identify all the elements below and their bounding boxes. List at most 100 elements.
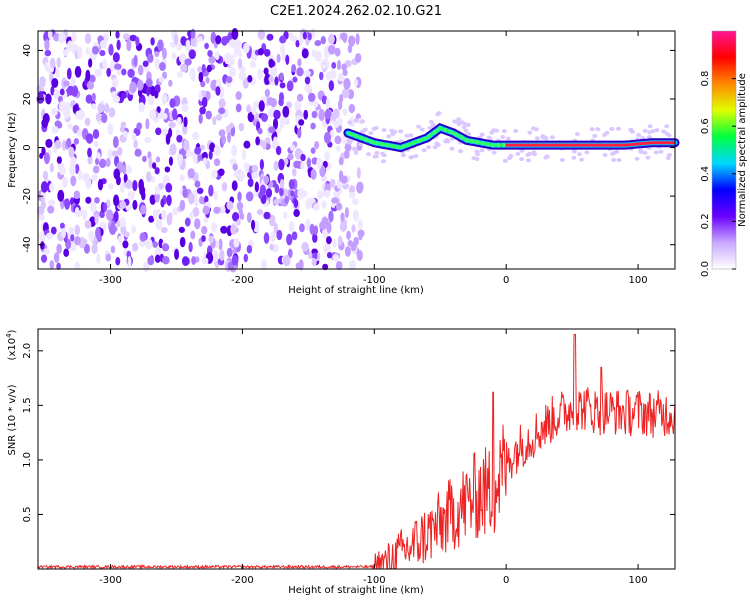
heatmap-cell — [154, 51, 160, 58]
heatmap-cell — [58, 32, 66, 44]
heatmap-cell — [85, 178, 92, 190]
heatmap-cell — [299, 223, 305, 233]
heatmap-cell — [158, 76, 165, 83]
signal-halo — [559, 157, 565, 162]
heatmap-cell — [94, 197, 100, 204]
heatmap-cell — [63, 248, 70, 257]
heatmap-cell — [173, 33, 179, 46]
heatmap-cell — [95, 112, 102, 122]
signal-halo — [413, 154, 419, 159]
signal-halo — [428, 119, 434, 124]
heatmap-cell — [215, 86, 221, 96]
heatmap-cell — [356, 181, 364, 193]
signal-halo — [549, 135, 555, 140]
heatmap-cell — [279, 117, 284, 130]
signal-halo — [543, 155, 549, 160]
heatmap-cell — [74, 236, 81, 246]
heatmap-cell — [323, 242, 331, 255]
signal-point — [474, 140, 480, 145]
heatmap-cell — [174, 248, 180, 260]
signal-point — [432, 129, 438, 135]
heatmap-cell — [190, 35, 197, 47]
heatmap-cell — [70, 77, 76, 87]
signal-halo — [527, 130, 533, 135]
snr-y-label: SNR (10 * v/v) — [7, 384, 18, 455]
heatmap-cell — [226, 131, 232, 143]
heatmap-cell — [145, 118, 150, 130]
heatmap-cell — [344, 149, 350, 159]
heatmap-cell — [127, 256, 132, 268]
heatmap-cell — [90, 103, 97, 110]
heatmap-cell — [169, 143, 177, 156]
heatmap-cell — [180, 36, 187, 46]
heatmap-cell — [291, 231, 298, 241]
heatmap-cell — [66, 138, 72, 148]
heatmap-cell — [142, 60, 149, 67]
heatmap-cell — [178, 226, 185, 233]
heatmap-cell — [324, 151, 330, 161]
signal-halo — [664, 124, 670, 129]
heatmap-cell — [264, 88, 270, 98]
snr-y-tick-label: 1.5 — [22, 397, 33, 413]
heatmap-cell — [160, 198, 165, 208]
snr-y-tick-label: 1.0 — [22, 452, 33, 468]
heatmap-cell — [147, 94, 155, 106]
heatmap-cell — [208, 235, 214, 244]
heatmap-cell — [238, 71, 247, 81]
heatmap-cell — [161, 93, 168, 105]
signal-halo — [646, 135, 652, 140]
signal-halo — [474, 149, 480, 154]
heatmap-cell — [327, 44, 336, 55]
heatmap-cell — [273, 136, 278, 145]
snr-x-tick-label: -300 — [99, 575, 122, 586]
signal-point — [380, 141, 385, 147]
heatmap-cell — [307, 32, 312, 41]
heatmap-cell — [42, 113, 50, 125]
heatmap-cell — [221, 36, 228, 46]
snr-y-ticks: 0.5 1.0 1.5 2.0 — [22, 343, 675, 522]
signal-halo — [602, 153, 608, 158]
heatmap-cell — [181, 256, 190, 267]
heatmap-cell — [56, 262, 61, 271]
heatmap-cell — [104, 102, 110, 114]
heatmap-cell — [294, 99, 302, 112]
heatmap-cell — [263, 175, 270, 185]
heatmap-cell — [283, 211, 288, 220]
signal-halo — [416, 124, 422, 129]
signal-halo — [636, 132, 642, 137]
signal-point — [406, 142, 411, 147]
heatmap-cell — [49, 182, 55, 192]
heatmap-cell — [150, 37, 155, 46]
heatmap-cell — [351, 224, 356, 233]
signal-point — [469, 139, 475, 144]
signal-halo — [534, 136, 540, 141]
heatmap-cell — [250, 219, 256, 231]
heatmap-cell — [243, 42, 250, 54]
heatmap-cell — [192, 206, 200, 218]
signal-point — [401, 144, 406, 149]
heatmap-cell — [328, 80, 335, 91]
heatmap-cell — [59, 222, 65, 229]
heatmap-cell — [354, 53, 362, 63]
heatmap-cell — [36, 205, 45, 217]
heatmap-cell — [256, 209, 264, 216]
heatmap-cell — [105, 253, 111, 262]
heatmap-cell — [348, 103, 356, 114]
heatmap-cell — [75, 110, 81, 120]
heatmap-cell — [235, 91, 242, 101]
heatmap-cell — [208, 55, 216, 64]
heatmap-cell — [295, 262, 301, 270]
signal-point — [422, 136, 427, 142]
heatmap-cell — [321, 175, 328, 183]
heatmap-cell — [279, 187, 284, 197]
signal-point — [438, 125, 443, 131]
heatmap-cell — [45, 93, 52, 105]
heatmap-cell — [159, 61, 166, 71]
heatmap-cell — [303, 109, 309, 120]
heatmap-cell — [209, 142, 216, 153]
heatmap-cell — [189, 211, 194, 220]
heatmap-cell — [117, 235, 123, 244]
heatmap-cell — [332, 238, 337, 248]
heatmap-cell — [197, 36, 203, 43]
